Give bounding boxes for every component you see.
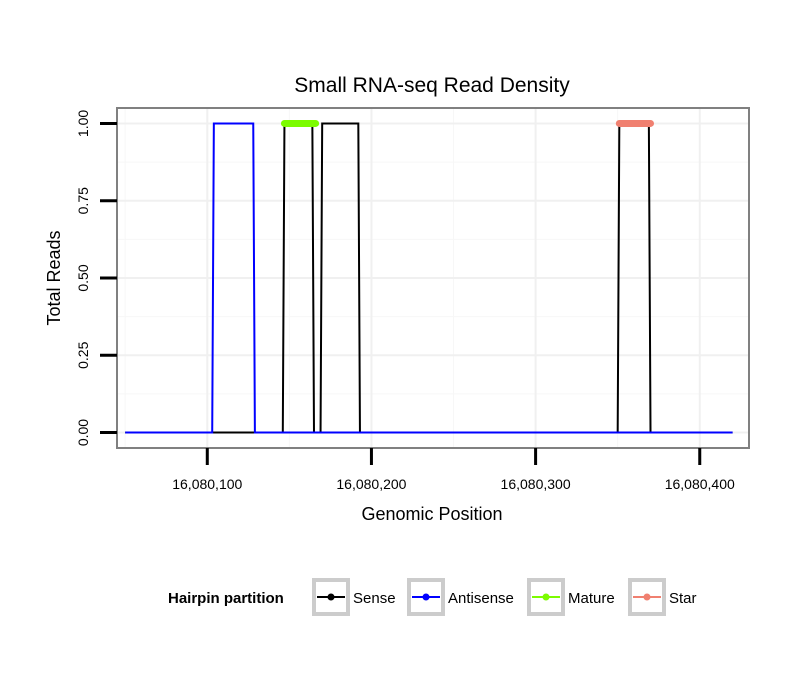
legend-item-star: Star [628, 578, 697, 616]
legend-key-point [327, 593, 335, 601]
legend-key-point [542, 593, 550, 601]
legend-title: Hairpin partition [168, 590, 284, 607]
y-tick-label: 1.00 [75, 110, 91, 137]
chart-title: Small RNA-seq Read Density [294, 74, 570, 97]
x-tick-label: 16,080,200 [336, 476, 406, 492]
legend-label: Mature [568, 590, 615, 607]
legend-label: Star [669, 590, 697, 607]
x-tick-label: 16,080,300 [501, 476, 571, 492]
legend-item-antisense: Antisense [407, 578, 514, 616]
legend: Hairpin partition Sense Antisense Mature St… [168, 578, 697, 616]
legend-key-point [422, 593, 430, 601]
legend-label: Sense [353, 590, 396, 607]
series-antisense-line [125, 122, 733, 434]
legend-item-mature: Mature [527, 578, 615, 616]
series-layer [125, 119, 733, 434]
y-axis-title: Total Reads [44, 230, 64, 325]
x-tick-label: 16,080,100 [172, 476, 242, 492]
y-tick-label: 0.25 [75, 341, 91, 368]
axes: 16,080,100 16,080,200 16,080,300 16,080,400… [75, 110, 735, 492]
legend-label: Antisense [448, 590, 514, 607]
y-tick-label: 0.50 [75, 264, 91, 291]
x-axis-title: Genomic Position [361, 504, 502, 524]
legend-key-point [643, 593, 651, 601]
y-tick-label: 0.75 [75, 187, 91, 214]
y-tick-label: 0.00 [75, 419, 91, 446]
x-tick-label: 16,080,400 [665, 476, 735, 492]
legend-item-sense: Sense [312, 578, 396, 616]
